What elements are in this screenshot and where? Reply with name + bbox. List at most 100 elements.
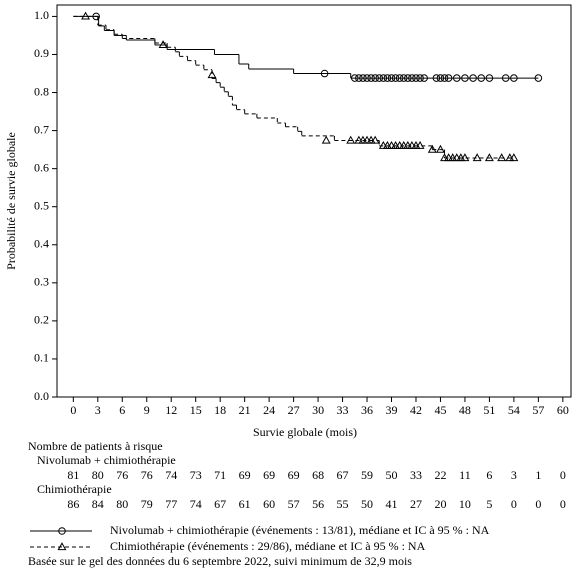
censor-mark — [420, 74, 428, 82]
censor-mark — [416, 74, 424, 82]
censor-mark — [350, 74, 359, 82]
risk-count: 61 — [239, 497, 251, 511]
censor-mark — [408, 74, 416, 82]
legend-text: Chimiothérapie (événements : 29/86), méd… — [110, 539, 426, 553]
censor-mark — [387, 74, 396, 82]
risk-count: 0 — [535, 497, 541, 511]
risk-count: 41 — [386, 497, 398, 511]
censor-mark — [534, 74, 543, 82]
risk-count: 74 — [190, 497, 202, 511]
censor-mark — [395, 74, 404, 82]
risk-count: 68 — [312, 468, 324, 482]
x-tick-label: 39 — [386, 403, 398, 417]
y-tick-label: 0.3 — [34, 275, 49, 289]
censor-mark — [404, 74, 412, 82]
censor-mark — [501, 74, 510, 82]
risk-count: 0 — [560, 497, 566, 511]
x-tick-label: 24 — [263, 403, 275, 417]
censor-mark — [367, 74, 375, 82]
risk-count: 77 — [165, 497, 177, 511]
y-tick-label: 1.0 — [34, 8, 49, 22]
censor-mark — [485, 74, 494, 82]
censor-mark — [399, 74, 408, 82]
censor-mark — [497, 153, 507, 162]
y-axis-label: Probabilité de survie globale — [4, 132, 18, 270]
censor-mark — [207, 70, 217, 79]
risk-table-title: Nombre de patients à risque — [28, 439, 163, 453]
censor-mark — [363, 74, 371, 82]
risk-count: 6 — [486, 468, 492, 482]
risk-count: 0 — [560, 468, 566, 482]
x-tick-label: 48 — [459, 403, 471, 417]
x-tick-label: 12 — [165, 403, 177, 417]
risk-count: 57 — [288, 497, 300, 511]
x-tick-label: 45 — [434, 403, 446, 417]
risk-count: 79 — [141, 497, 153, 511]
censor-mark — [477, 74, 486, 82]
censor-mark — [92, 12, 100, 21]
risk-count: 74 — [165, 468, 177, 482]
x-tick-label: 60 — [557, 403, 569, 417]
y-tick-label: 0.1 — [34, 351, 49, 365]
risk-count: 20 — [434, 497, 446, 511]
risk-count: 59 — [361, 468, 373, 482]
x-tick-label: 57 — [532, 403, 544, 417]
x-tick-label: 3 — [95, 403, 101, 417]
x-tick-label: 6 — [119, 403, 125, 417]
risk-count: 71 — [214, 468, 226, 482]
risk-count: 22 — [434, 468, 446, 482]
risk-count: 0 — [511, 497, 517, 511]
footnote: Basée sur le gel des données du 6 septem… — [28, 554, 412, 568]
risk-count: 67 — [214, 497, 226, 511]
risk-count: 76 — [141, 468, 153, 482]
x-tick-label: 27 — [288, 403, 300, 417]
y-tick-label: 0.2 — [34, 313, 49, 327]
y-tick-label: 0.8 — [34, 84, 49, 98]
x-tick-label: 18 — [214, 403, 226, 417]
x-tick-label: 33 — [337, 403, 349, 417]
risk-count: 33 — [410, 468, 422, 482]
risk-count: 86 — [67, 497, 79, 511]
censor-mark — [427, 144, 437, 153]
risk-count: 60 — [263, 497, 275, 511]
risk-count: 55 — [337, 497, 349, 511]
risk-count: 80 — [92, 468, 104, 482]
risk-count: 73 — [190, 468, 202, 482]
y-tick-label: 0.0 — [34, 389, 49, 403]
censor-mark — [158, 40, 168, 49]
risk-group-name: Chimiothérapie — [37, 482, 112, 496]
x-axis-label: Survie globale (mois) — [253, 425, 357, 439]
censor-mark — [469, 74, 477, 82]
censor-mark — [509, 153, 519, 162]
y-tick-label: 0.9 — [34, 46, 49, 60]
risk-count: 84 — [92, 497, 104, 511]
risk-count: 69 — [239, 468, 251, 482]
risk-group-name: Nivolumab + chimiothérapie — [37, 453, 176, 467]
censor-mark — [436, 144, 445, 153]
censor-mark — [461, 74, 469, 82]
censor-mark — [440, 74, 449, 82]
x-tick-label: 21 — [239, 403, 251, 417]
censor-mark — [371, 74, 379, 82]
legend-text: Nivolumab + chimiothérapie (événements :… — [110, 523, 490, 537]
censor-mark — [472, 153, 482, 162]
censor-mark — [391, 74, 400, 82]
x-tick-label: 9 — [144, 403, 150, 417]
censor-mark — [81, 11, 91, 20]
censor-mark — [370, 135, 380, 144]
x-tick-label: 36 — [361, 403, 373, 417]
censor-mark — [436, 74, 445, 82]
risk-count: 3 — [511, 468, 517, 482]
censor-mark — [460, 153, 470, 162]
censor-mark — [383, 74, 392, 82]
censor-mark — [359, 74, 367, 82]
x-tick-label: 54 — [508, 403, 520, 417]
legend-marker — [57, 542, 67, 551]
risk-count: 80 — [116, 497, 128, 511]
plot-frame — [56, 4, 572, 398]
y-tick-label: 0.5 — [34, 198, 49, 212]
censor-mark — [510, 74, 518, 82]
risk-count: 81 — [67, 468, 79, 482]
